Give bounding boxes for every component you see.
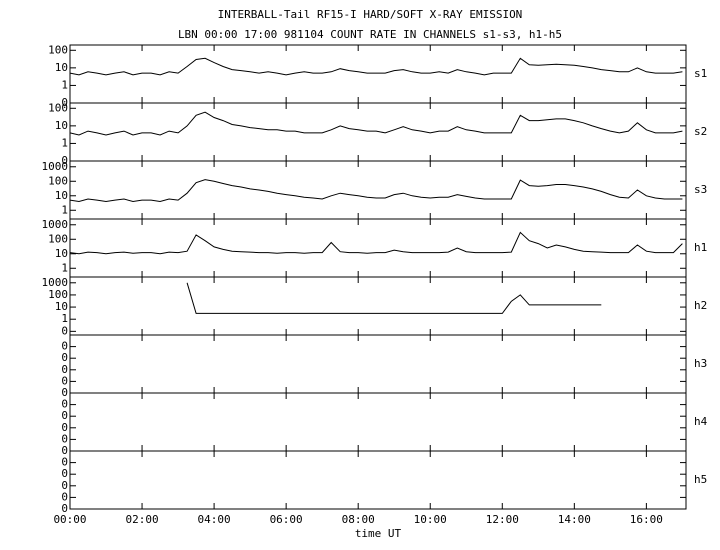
chart-subtitle: LBN 00:00 17:00 981104 COUNT RATE IN CHA…	[178, 28, 562, 41]
y-tick-label: 100	[48, 174, 68, 187]
y-tick-label: 0	[61, 432, 68, 445]
y-tick-label: 1000	[42, 276, 69, 289]
panel-label: h3	[694, 357, 707, 370]
series-line	[69, 231, 683, 255]
y-tick-label: 100	[48, 43, 68, 56]
panel-label: s3	[694, 183, 707, 196]
x-tick-label: 12:00	[486, 513, 519, 526]
y-tick-label: 1	[61, 203, 68, 216]
y-tick-label: 10	[55, 189, 68, 202]
panel-label: h2	[694, 299, 707, 312]
series-line	[69, 179, 683, 203]
y-tick-label: 100	[48, 232, 68, 245]
x-tick-label: 16:00	[630, 513, 663, 526]
y-tick-label: 10	[55, 300, 68, 313]
y-tick-label: 0	[61, 490, 68, 503]
x-tick-label: 04:00	[198, 513, 231, 526]
y-tick-label: 0	[61, 154, 68, 167]
x-axis-label: time UT	[355, 527, 402, 540]
y-tick-label: 1	[61, 261, 68, 274]
series-line	[69, 111, 683, 136]
y-tick-label: 0	[61, 456, 68, 469]
panel-frame	[69, 160, 687, 220]
panel-label: h4	[694, 415, 708, 428]
chart-title: INTERBALL-Tail RF15-I HARD/SOFT X-RAY EM…	[218, 8, 523, 21]
y-tick-label: 1000	[42, 218, 69, 231]
y-tick-label: 0	[61, 421, 68, 434]
panel-label: s2	[694, 125, 707, 138]
x-tick-label: 00:00	[53, 513, 86, 526]
y-tick-label: 10	[55, 61, 68, 74]
panel-frame	[69, 102, 687, 162]
y-tick-label: 0	[61, 467, 68, 480]
series-line	[187, 283, 682, 314]
panel-frame	[69, 334, 687, 394]
y-tick-label: 0	[61, 444, 68, 457]
y-tick-label: 1	[61, 78, 68, 91]
y-tick-label: 1	[61, 136, 68, 149]
y-tick-label: 0	[61, 409, 68, 422]
x-tick-label: 08:00	[342, 513, 375, 526]
panel-frame	[69, 276, 687, 336]
x-tick-label: 06:00	[270, 513, 303, 526]
y-tick-label: 0	[61, 374, 68, 387]
y-tick-label: 0	[61, 324, 68, 337]
panel-frame	[69, 392, 687, 452]
y-tick-label: 0	[61, 363, 68, 376]
y-tick-label: 0	[61, 96, 68, 109]
series-line	[69, 57, 683, 76]
y-tick-label: 100	[48, 288, 68, 301]
panel-label: h5	[694, 473, 707, 486]
y-tick-label: 0	[61, 398, 68, 411]
x-tick-label: 02:00	[125, 513, 158, 526]
y-tick-label: 10	[55, 119, 68, 132]
y-tick-label: 1000	[42, 160, 69, 173]
y-tick-label: 0	[61, 386, 68, 399]
x-tick-label: 10:00	[414, 513, 447, 526]
x-tick-label: 14:00	[558, 513, 591, 526]
y-tick-label: 0	[61, 479, 68, 492]
y-tick-label: 1	[61, 312, 68, 325]
y-tick-label: 0	[61, 351, 68, 364]
panel-label: h1	[694, 241, 707, 254]
y-tick-label: 0	[61, 340, 68, 353]
y-tick-label: 0	[61, 502, 68, 515]
y-tick-label: 10	[55, 247, 68, 260]
panel-frame	[69, 450, 687, 510]
panel-label: s1	[694, 67, 707, 80]
panel-frame	[69, 218, 687, 278]
y-tick-label: 100	[48, 101, 68, 114]
